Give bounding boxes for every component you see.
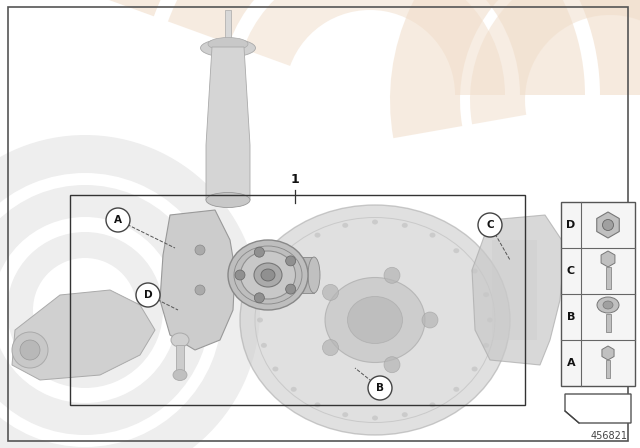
Ellipse shape [240,205,510,435]
Wedge shape [470,0,640,124]
Circle shape [195,285,205,295]
Polygon shape [472,215,565,365]
Ellipse shape [597,297,619,313]
Bar [70,195,525,405]
Bar [176,345,184,373]
Circle shape [136,283,160,307]
Ellipse shape [402,412,408,417]
Ellipse shape [200,39,255,57]
Wedge shape [0,185,210,435]
Text: B: B [376,383,384,393]
Ellipse shape [453,387,460,392]
Polygon shape [160,210,235,350]
Circle shape [106,208,130,232]
Ellipse shape [453,248,460,253]
Ellipse shape [342,412,348,417]
Bar [606,360,610,378]
Bar [225,10,231,45]
Circle shape [323,284,339,300]
Ellipse shape [273,366,278,371]
Polygon shape [565,394,631,423]
Text: B: B [567,312,575,322]
Text: 1: 1 [291,173,300,186]
Ellipse shape [228,240,308,310]
Circle shape [368,376,392,400]
Ellipse shape [173,370,187,380]
Bar [605,267,611,289]
Circle shape [478,213,502,237]
Ellipse shape [429,402,435,407]
Ellipse shape [348,297,403,344]
Ellipse shape [342,223,348,228]
Ellipse shape [254,263,282,287]
Bar [296,257,314,293]
Wedge shape [168,0,585,95]
Ellipse shape [472,268,477,273]
Ellipse shape [325,277,425,362]
Circle shape [235,270,245,280]
Circle shape [384,357,400,373]
Ellipse shape [261,269,275,281]
Text: A: A [114,215,122,225]
Wedge shape [0,135,260,448]
Ellipse shape [291,387,297,392]
Ellipse shape [483,292,489,297]
Ellipse shape [402,223,408,228]
Circle shape [254,247,264,257]
Wedge shape [390,0,640,138]
Circle shape [20,340,40,360]
Circle shape [384,267,400,283]
Ellipse shape [472,366,477,371]
Wedge shape [79,0,640,95]
Circle shape [285,256,296,266]
Circle shape [602,220,614,231]
Ellipse shape [257,318,263,323]
Text: C: C [567,266,575,276]
Bar [492,240,537,340]
Circle shape [323,340,339,356]
Wedge shape [7,232,163,388]
Ellipse shape [291,248,297,253]
Ellipse shape [314,233,321,237]
Ellipse shape [206,193,250,207]
Bar [605,314,611,332]
Circle shape [254,293,264,303]
Ellipse shape [372,415,378,421]
Ellipse shape [603,301,613,309]
Polygon shape [12,290,155,380]
Ellipse shape [308,257,320,293]
Text: A: A [566,358,575,368]
Ellipse shape [208,38,248,51]
Ellipse shape [429,233,435,237]
Ellipse shape [273,268,278,273]
Ellipse shape [314,402,321,407]
Circle shape [422,312,438,328]
Ellipse shape [171,333,189,347]
Bar [561,202,635,386]
Ellipse shape [372,220,378,224]
Text: D: D [566,220,575,230]
Text: C: C [486,220,494,230]
Polygon shape [206,47,250,200]
Ellipse shape [261,343,267,348]
Text: 456821: 456821 [591,431,628,441]
Ellipse shape [487,318,493,323]
Ellipse shape [241,251,296,299]
Ellipse shape [261,292,267,297]
Circle shape [285,284,296,294]
Circle shape [195,245,205,255]
Text: D: D [144,290,152,300]
Circle shape [12,332,48,368]
Wedge shape [243,0,505,95]
Ellipse shape [483,343,489,348]
